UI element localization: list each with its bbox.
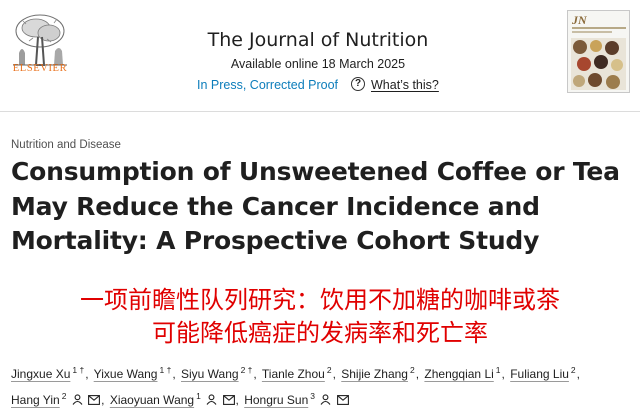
author-name-link[interactable]: Zhengqian Li xyxy=(424,367,494,381)
author-affiliation[interactable]: 2 xyxy=(409,365,415,375)
journal-cover-thumbnail[interactable]: JN xyxy=(567,10,630,93)
cn-title-line: 一项前瞻性队列研究：饮用不加糖的咖啡或茶 xyxy=(80,286,560,314)
author-affiliation[interactable]: 2 xyxy=(570,365,576,375)
author-item: Hongru Sun 3 xyxy=(244,391,349,407)
author-item: Hang Yin 2 xyxy=(11,391,101,407)
title-line: Mortality: A Prospective Cohort Study xyxy=(11,226,540,255)
author-item: Fuliang Liu 2 xyxy=(510,365,576,381)
author-affiliation[interactable]: 2 † xyxy=(240,365,253,375)
journal-title[interactable]: The Journal of Nutrition xyxy=(207,29,429,51)
author-name-link[interactable]: Jingxue Xu xyxy=(11,367,71,381)
author-item: Jingxue Xu 1 † xyxy=(11,365,85,381)
author-item: Xiaoyuan Wang 1 xyxy=(109,391,235,407)
author-separator: , xyxy=(576,367,580,381)
author-name-link[interactable]: Yixue Wang xyxy=(93,367,158,381)
author-name-link[interactable]: Hongru Sun xyxy=(244,393,309,407)
title-line: May Reduce the Cancer Incidence and xyxy=(11,191,540,221)
corresponding-author-icon[interactable] xyxy=(206,394,217,405)
author-name-link[interactable]: Shijie Zhang xyxy=(341,367,408,381)
article-header: ELSEVIER The Journal of Nutrition Availa… xyxy=(0,0,640,112)
author-item: Siyu Wang 2 † xyxy=(181,365,253,381)
article-title: Consumption of Unsweetened Coffee or Tea… xyxy=(11,155,631,259)
author-list: Jingxue Xu 1 †, Yixue Wang 1 †, Siyu Wang 2… xyxy=(11,359,633,411)
author-affiliation[interactable]: 1 xyxy=(495,365,501,375)
in-press-link[interactable]: In Press, Corrected Proof xyxy=(197,78,339,92)
author-name-link[interactable]: Fuliang Liu xyxy=(510,367,569,381)
author-separator: , xyxy=(101,393,105,407)
chinese-title-overlay: 一项前瞻性队列研究：饮用不加糖的咖啡或茶 可能降低癌症的发病率和死亡率 xyxy=(0,284,640,350)
elsevier-tree-logo[interactable] xyxy=(9,8,71,74)
author-separator: , xyxy=(415,367,420,381)
author-separator: , xyxy=(235,393,239,407)
article-category: Nutrition and Disease xyxy=(11,139,121,151)
available-online-date: Available online 18 March 2025 xyxy=(230,57,406,71)
author-affiliation[interactable]: 2 xyxy=(61,391,67,401)
author-affiliation[interactable]: 1 † xyxy=(72,365,85,375)
author-name-link[interactable]: Tianle Zhou xyxy=(261,367,325,381)
cover-food-image xyxy=(571,38,626,90)
author-name-link[interactable]: Hang Yin xyxy=(11,393,60,407)
cover-journal-abbrev: JN xyxy=(572,13,587,27)
email-icon[interactable] xyxy=(222,395,235,405)
email-icon[interactable] xyxy=(88,395,101,405)
title-line: Consumption of Unsweetened Coffee or Tea xyxy=(11,157,620,186)
author-affiliation[interactable]: 1 † xyxy=(159,365,172,375)
author-item: Tianle Zhou 2 xyxy=(261,365,332,381)
cover-subtitle-line xyxy=(572,31,612,33)
author-affiliation[interactable]: 3 xyxy=(310,391,315,401)
corresponding-author-icon[interactable] xyxy=(72,394,83,405)
author-item: Shijie Zhang 2 xyxy=(341,365,415,381)
question-circle-icon[interactable]: ? xyxy=(351,77,365,91)
author-item: Zhengqian Li 1 xyxy=(424,365,501,381)
corresponding-author-icon[interactable] xyxy=(320,394,331,405)
author-separator: , xyxy=(332,367,336,381)
author-affiliation[interactable]: 1 xyxy=(196,391,201,401)
author-name-link[interactable]: Xiaoyuan Wang xyxy=(109,393,195,407)
author-separator: , xyxy=(501,367,505,381)
cn-title-line: 可能降低癌症的发病率和死亡率 xyxy=(152,319,488,347)
author-affiliation[interactable]: 2 xyxy=(326,365,332,375)
author-separator: , xyxy=(253,367,257,381)
author-separator: , xyxy=(172,367,176,381)
author-item: Yixue Wang 1 † xyxy=(93,365,172,381)
whats-this-link[interactable]: What’s this? xyxy=(371,78,439,92)
author-separator: , xyxy=(85,367,89,381)
publisher-name: ELSEVIER xyxy=(12,63,68,74)
email-icon[interactable] xyxy=(336,395,349,405)
cover-subtitle-line xyxy=(572,27,626,29)
author-name-link[interactable]: Siyu Wang xyxy=(181,367,239,381)
